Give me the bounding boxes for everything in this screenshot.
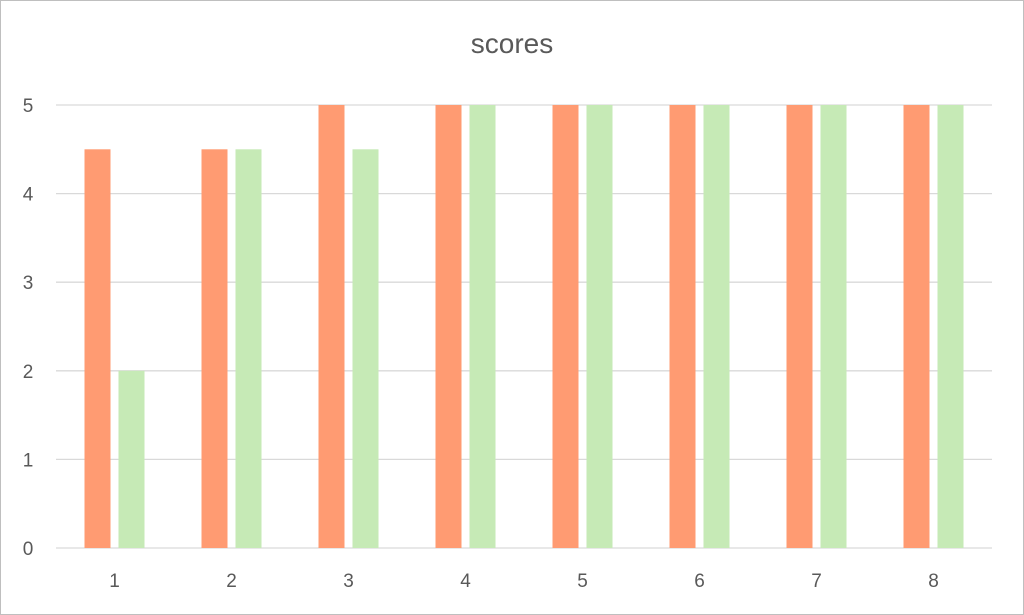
bar-series-1-cat-6 xyxy=(669,105,696,548)
bar-series-1-cat-4 xyxy=(435,105,462,548)
y-tick-label: 1 xyxy=(23,450,34,471)
bar-series-1-cat-8 xyxy=(903,105,930,548)
bar-series-2-cat-2 xyxy=(235,149,262,549)
bar-series-2-cat-7 xyxy=(820,105,847,548)
x-tick-label: 5 xyxy=(577,571,588,592)
bar-series-2-cat-1 xyxy=(118,370,145,548)
bars xyxy=(84,105,964,549)
bar-series-2-cat-6 xyxy=(703,105,730,548)
y-tick-label: 2 xyxy=(23,362,34,383)
x-tick-label: 2 xyxy=(226,571,237,592)
bar-series-2-cat-5 xyxy=(586,105,613,548)
bar-series-2-cat-3 xyxy=(352,149,379,549)
bar-series-1-cat-5 xyxy=(552,105,579,548)
gridlines xyxy=(56,104,992,549)
x-tick-label: 6 xyxy=(694,571,705,592)
y-tick-label: 5 xyxy=(23,96,34,117)
x-tick-label: 3 xyxy=(343,571,354,592)
x-tick-label: 1 xyxy=(109,571,120,592)
x-tick-label: 7 xyxy=(811,571,822,592)
y-axis-tick-labels: 0 1 2 3 4 5 xyxy=(23,96,34,560)
bar-series-1-cat-3 xyxy=(318,105,345,548)
bar-series-1-cat-2 xyxy=(201,149,228,549)
bar-series-1-cat-1 xyxy=(84,149,111,549)
y-tick-label: 3 xyxy=(23,273,34,294)
x-axis-tick-labels: 1 2 3 4 5 6 7 8 xyxy=(109,571,939,592)
chart-title: scores xyxy=(470,28,554,59)
bar-series-2-cat-4 xyxy=(469,105,496,548)
bar-series-2-cat-8 xyxy=(937,105,964,548)
bar-series-1-cat-7 xyxy=(786,105,813,548)
x-tick-label: 4 xyxy=(460,571,471,592)
x-tick-label: 8 xyxy=(928,571,939,592)
y-tick-label: 0 xyxy=(23,539,34,560)
y-tick-label: 4 xyxy=(23,185,34,206)
